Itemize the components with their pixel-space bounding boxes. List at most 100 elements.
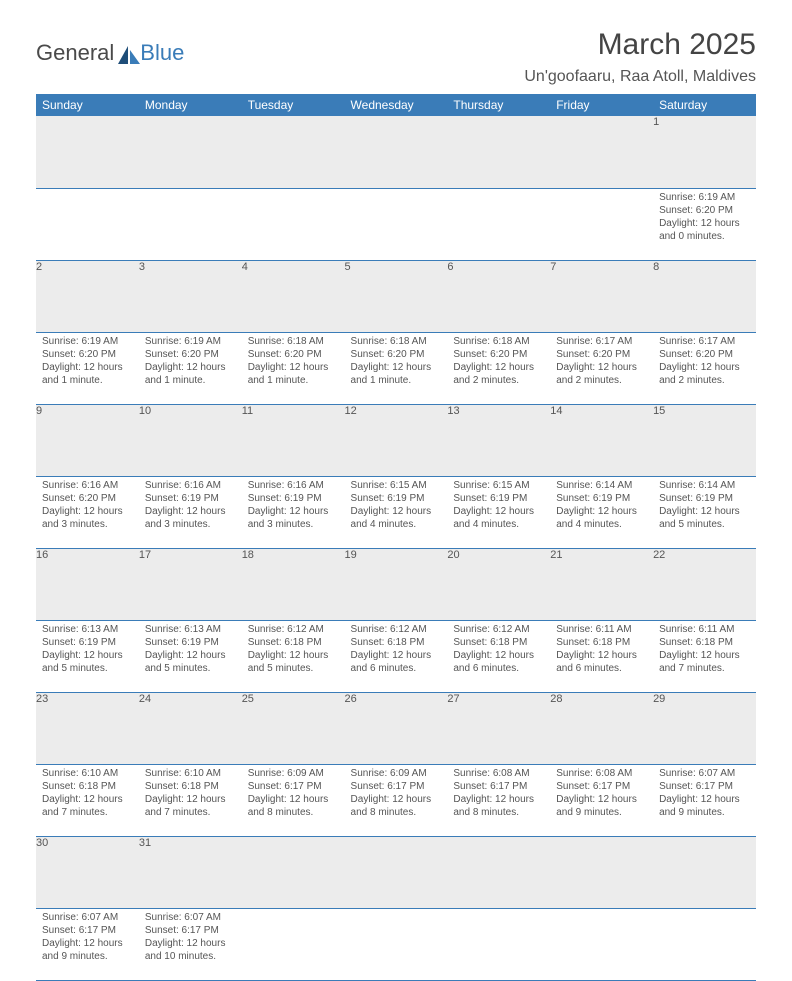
sunset-line: Sunset: 6:19 PM	[145, 636, 236, 649]
sunset-line: Sunset: 6:17 PM	[453, 780, 544, 793]
daylight-line-1: Daylight: 12 hours	[453, 361, 544, 374]
day-number	[447, 836, 550, 908]
day-number: 26	[345, 692, 448, 764]
day-number: 25	[242, 692, 345, 764]
sunset-line: Sunset: 6:19 PM	[248, 492, 339, 505]
sunset-line: Sunset: 6:19 PM	[453, 492, 544, 505]
day-cell: Sunrise: 6:09 AMSunset: 6:17 PMDaylight:…	[242, 764, 345, 836]
week-row: Sunrise: 6:16 AMSunset: 6:20 PMDaylight:…	[36, 476, 756, 548]
day-number: 31	[139, 836, 242, 908]
sunset-line: Sunset: 6:17 PM	[248, 780, 339, 793]
daylight-line-1: Daylight: 12 hours	[42, 793, 133, 806]
sunset-line: Sunset: 6:17 PM	[145, 924, 236, 937]
day-cell: Sunrise: 6:19 AMSunset: 6:20 PMDaylight:…	[36, 332, 139, 404]
day-number: 6	[447, 260, 550, 332]
sunrise-line: Sunrise: 6:17 AM	[556, 335, 647, 348]
day-number: 16	[36, 548, 139, 620]
day-cell: Sunrise: 6:18 AMSunset: 6:20 PMDaylight:…	[242, 332, 345, 404]
day-number	[345, 116, 448, 188]
daylight-line-2: and 5 minutes.	[42, 662, 133, 675]
daylight-line-1: Daylight: 12 hours	[453, 793, 544, 806]
week-row: Sunrise: 6:13 AMSunset: 6:19 PMDaylight:…	[36, 620, 756, 692]
sunset-line: Sunset: 6:18 PM	[42, 780, 133, 793]
day-cell: Sunrise: 6:11 AMSunset: 6:18 PMDaylight:…	[550, 620, 653, 692]
daylight-line-2: and 1 minute.	[42, 374, 133, 387]
daylight-line-2: and 9 minutes.	[42, 950, 133, 963]
daylight-line-1: Daylight: 12 hours	[351, 505, 442, 518]
sunset-line: Sunset: 6:17 PM	[659, 780, 750, 793]
day-number	[447, 116, 550, 188]
calendar-body: 1Sunrise: 6:19 AMSunset: 6:20 PMDaylight…	[36, 116, 756, 980]
daylight-line-2: and 6 minutes.	[453, 662, 544, 675]
daylight-line-2: and 4 minutes.	[351, 518, 442, 531]
location: Un'goofaaru, Raa Atoll, Maldives	[524, 68, 756, 86]
day-cell: Sunrise: 6:09 AMSunset: 6:17 PMDaylight:…	[345, 764, 448, 836]
daylight-line-2: and 1 minute.	[351, 374, 442, 387]
sunset-line: Sunset: 6:20 PM	[145, 348, 236, 361]
daylight-line-2: and 8 minutes.	[453, 806, 544, 819]
day-cell: Sunrise: 6:16 AMSunset: 6:19 PMDaylight:…	[139, 476, 242, 548]
day-number: 9	[36, 404, 139, 476]
sunrise-line: Sunrise: 6:13 AM	[145, 623, 236, 636]
day-cell: Sunrise: 6:13 AMSunset: 6:19 PMDaylight:…	[139, 620, 242, 692]
day-number	[242, 116, 345, 188]
day-cell: Sunrise: 6:17 AMSunset: 6:20 PMDaylight:…	[653, 332, 756, 404]
sunrise-line: Sunrise: 6:19 AM	[659, 191, 750, 204]
day-header: Thursday	[447, 94, 550, 116]
sunset-line: Sunset: 6:17 PM	[42, 924, 133, 937]
day-cell	[242, 188, 345, 260]
sunrise-line: Sunrise: 6:14 AM	[659, 479, 750, 492]
sunrise-line: Sunrise: 6:18 AM	[453, 335, 544, 348]
day-number-row: 9101112131415	[36, 404, 756, 476]
sunrise-line: Sunrise: 6:08 AM	[556, 767, 647, 780]
daylight-line-2: and 2 minutes.	[453, 374, 544, 387]
day-cell: Sunrise: 6:10 AMSunset: 6:18 PMDaylight:…	[36, 764, 139, 836]
header: General Blue March 2025 Un'goofaaru, Raa…	[36, 28, 756, 86]
daylight-line-1: Daylight: 12 hours	[248, 649, 339, 662]
day-cell: Sunrise: 6:15 AMSunset: 6:19 PMDaylight:…	[447, 476, 550, 548]
daylight-line-1: Daylight: 12 hours	[351, 361, 442, 374]
sunset-line: Sunset: 6:17 PM	[351, 780, 442, 793]
day-number: 21	[550, 548, 653, 620]
daylight-line-1: Daylight: 12 hours	[248, 505, 339, 518]
day-cell	[242, 908, 345, 980]
sunset-line: Sunset: 6:20 PM	[42, 348, 133, 361]
sunrise-line: Sunrise: 6:18 AM	[248, 335, 339, 348]
day-number: 14	[550, 404, 653, 476]
day-number	[653, 836, 756, 908]
day-number: 12	[345, 404, 448, 476]
day-number: 7	[550, 260, 653, 332]
daylight-line-1: Daylight: 12 hours	[145, 505, 236, 518]
day-cell: Sunrise: 6:07 AMSunset: 6:17 PMDaylight:…	[36, 908, 139, 980]
daylight-line-1: Daylight: 12 hours	[659, 505, 750, 518]
day-cell: Sunrise: 6:07 AMSunset: 6:17 PMDaylight:…	[653, 764, 756, 836]
day-number	[139, 116, 242, 188]
day-number	[242, 836, 345, 908]
title-block: March 2025 Un'goofaaru, Raa Atoll, Maldi…	[524, 28, 756, 86]
day-cell	[447, 908, 550, 980]
daylight-line-1: Daylight: 12 hours	[145, 649, 236, 662]
sunrise-line: Sunrise: 6:07 AM	[42, 911, 133, 924]
daylight-line-2: and 3 minutes.	[145, 518, 236, 531]
daylight-line-2: and 6 minutes.	[556, 662, 647, 675]
sunrise-line: Sunrise: 6:16 AM	[145, 479, 236, 492]
daylight-line-2: and 7 minutes.	[42, 806, 133, 819]
day-number	[345, 836, 448, 908]
daylight-line-2: and 7 minutes.	[659, 662, 750, 675]
daylight-line-2: and 5 minutes.	[659, 518, 750, 531]
daylight-line-1: Daylight: 12 hours	[248, 793, 339, 806]
day-cell: Sunrise: 6:07 AMSunset: 6:17 PMDaylight:…	[139, 908, 242, 980]
day-number: 5	[345, 260, 448, 332]
day-cell: Sunrise: 6:16 AMSunset: 6:19 PMDaylight:…	[242, 476, 345, 548]
day-cell: Sunrise: 6:17 AMSunset: 6:20 PMDaylight:…	[550, 332, 653, 404]
day-number-row: 2345678	[36, 260, 756, 332]
sunset-line: Sunset: 6:18 PM	[248, 636, 339, 649]
sunset-line: Sunset: 6:20 PM	[659, 204, 750, 217]
daylight-line-2: and 8 minutes.	[248, 806, 339, 819]
sunrise-line: Sunrise: 6:18 AM	[351, 335, 442, 348]
day-header: Tuesday	[242, 94, 345, 116]
sunrise-line: Sunrise: 6:09 AM	[351, 767, 442, 780]
daylight-line-2: and 5 minutes.	[145, 662, 236, 675]
sunrise-line: Sunrise: 6:07 AM	[659, 767, 750, 780]
daylight-line-1: Daylight: 12 hours	[659, 217, 750, 230]
